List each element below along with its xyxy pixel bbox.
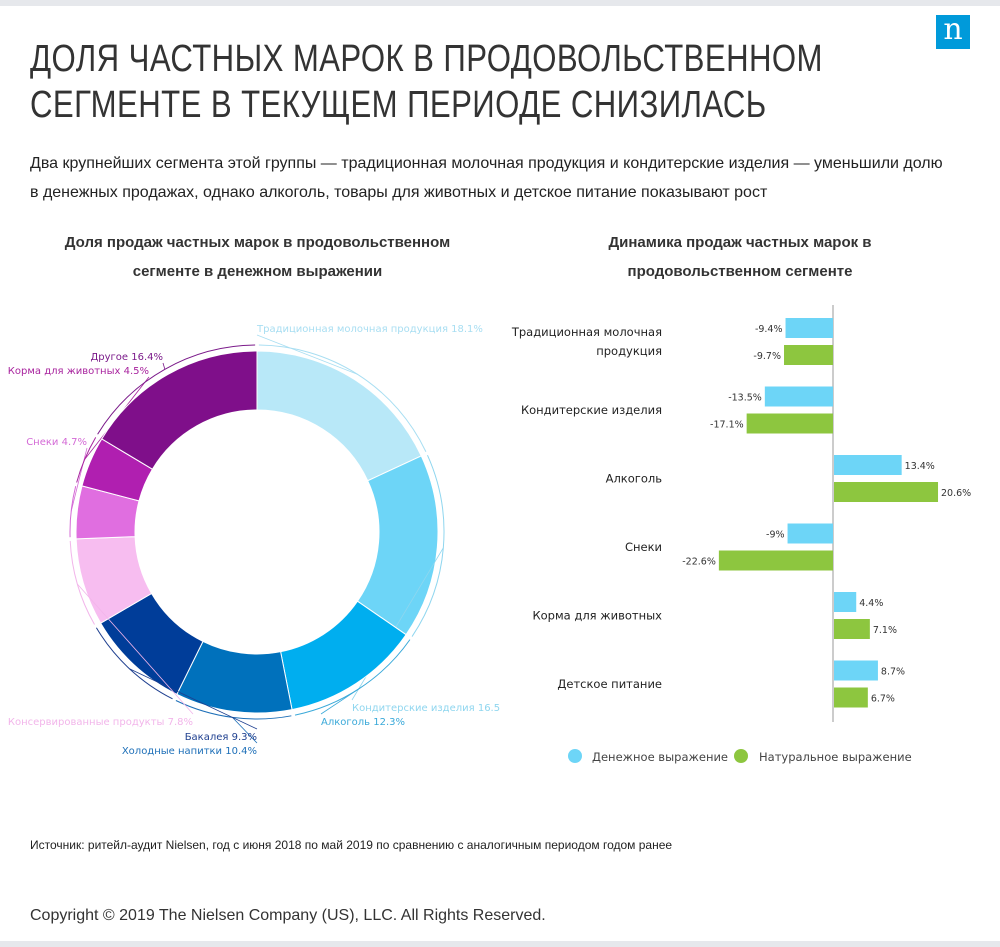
leader-line — [70, 447, 88, 512]
legend-marker — [568, 749, 582, 763]
bar — [784, 345, 833, 365]
bar — [834, 660, 878, 681]
category-label: Корма для животных — [532, 609, 662, 623]
bar-value-label: -9% — [766, 530, 785, 541]
bar — [746, 413, 833, 434]
bar — [834, 687, 868, 708]
subtitle-line: Два крупнейших сегмента этой группы — тр… — [30, 155, 943, 172]
bar-value-label: -9.4% — [755, 324, 783, 335]
bar-value-label: 7.1% — [873, 625, 897, 636]
leader-line — [256, 334, 358, 375]
bar-chart-title: Динамика продаж частных марок в продовол… — [530, 228, 950, 286]
page-title: ДОЛЯ ЧАСТНЫХ МАРОК В ПРОДОВОЛЬСТВЕННОМ С… — [30, 36, 899, 128]
bar-value-label: 4.4% — [859, 598, 883, 609]
bar-value-label: 20.6% — [941, 488, 971, 499]
leader-line — [162, 362, 166, 370]
slice-label: Другое 16.4% — [90, 352, 163, 363]
category-label: Традиционная молочная — [511, 325, 662, 339]
slice-label: Холодные напитки 10.4% — [122, 746, 257, 757]
leader-line — [320, 687, 360, 715]
title-line: Доля продаж частных марок в продовольств… — [64, 234, 451, 251]
bar — [785, 318, 833, 338]
bar — [764, 386, 833, 407]
bottom-border — [0, 941, 1000, 947]
title-line: Динамика продаж частных марок в — [608, 234, 872, 251]
title-line: сегменте в денежном выражении — [132, 263, 383, 280]
bar — [834, 482, 939, 502]
category-label: Снеки — [625, 540, 662, 554]
leader-line — [69, 540, 95, 625]
donut-chart-title: Доля продаж частных марок в продовольств… — [30, 228, 485, 286]
top-border — [0, 0, 1000, 6]
leader-line — [97, 344, 256, 435]
bar — [834, 455, 902, 475]
leader-line — [129, 668, 258, 730]
slice-label: Традиционная молочная продукция 18.1% — [256, 324, 483, 335]
category-label: Кондитерские изделия — [521, 403, 662, 417]
slice-label: Кондитерские изделия 16.5% — [352, 703, 500, 714]
bar-value-label: 13.4% — [905, 461, 935, 472]
leader-line — [77, 583, 194, 715]
slice-label: Консервированные продукты 7.8% — [8, 717, 193, 728]
bar — [834, 619, 870, 639]
legend-label: Натуральное выражение — [759, 750, 912, 764]
category-label: Алкоголь — [606, 472, 663, 486]
slice-label: Алкоголь 12.3% — [321, 717, 405, 728]
bar-value-label: -9.7% — [753, 351, 781, 362]
category-label: продукция — [596, 344, 662, 358]
legend-label: Денежное выражение — [592, 750, 728, 764]
bar — [834, 592, 857, 612]
source-note: Источник: ритейл-аудит Nielsen, год с ию… — [30, 838, 673, 852]
bar — [787, 523, 833, 544]
donut-slice — [101, 350, 258, 470]
bar-value-label: -22.6% — [682, 557, 716, 568]
slice-label: Бакалея 9.3% — [185, 732, 257, 743]
bar-value-label: -17.1% — [710, 420, 744, 431]
title-line: СЕГМЕНТЕ В ТЕКУЩЕМ ПЕРИОДЕ СНИЗИЛАСЬ — [30, 84, 767, 126]
bar-value-label: 6.7% — [871, 694, 895, 705]
title-line: продовольственном сегменте — [627, 263, 853, 280]
leader-line — [294, 639, 411, 716]
slice-label: Корма для животных 4.5% — [8, 366, 149, 377]
category-label: Детское питание — [557, 677, 662, 691]
copyright: Copyright © 2019 The Nielsen Company (US… — [30, 907, 546, 924]
leader-line — [232, 717, 258, 744]
bar-value-label: 8.7% — [881, 667, 905, 678]
subtitle-line: в денежных продажах, однако алкоголь, то… — [30, 184, 768, 201]
subtitle: Два крупнейших сегмента этой группы — тр… — [30, 149, 980, 207]
nielsen-logo: n — [936, 15, 970, 49]
legend-marker — [734, 749, 748, 763]
slice-label: Снеки 4.7% — [26, 437, 87, 448]
bar-value-label: -13.5% — [728, 393, 762, 404]
title-line: ДОЛЯ ЧАСТНЫХ МАРОК В ПРОДОВОЛЬСТВЕННОМ — [30, 38, 823, 80]
bar — [718, 550, 833, 571]
donut-chart: Традиционная молочная продукция 18.1% Кон… — [8, 324, 500, 757]
